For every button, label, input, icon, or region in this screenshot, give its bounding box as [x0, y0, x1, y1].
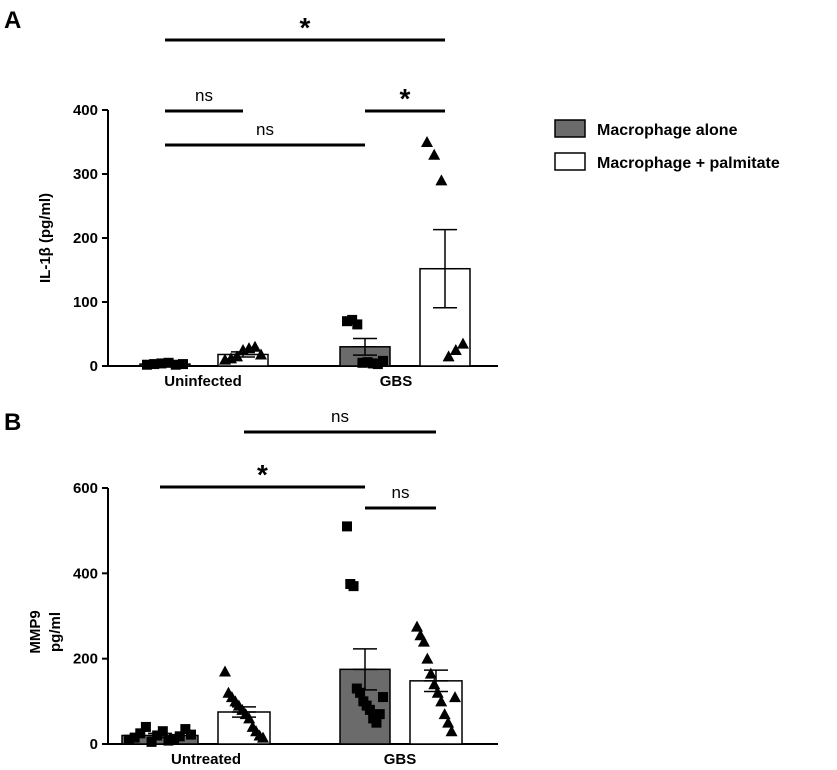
- data-point-square: [347, 314, 358, 325]
- data-point-square: [357, 357, 368, 368]
- data-point-square: [342, 316, 352, 327]
- category-label: GBS: [380, 373, 413, 390]
- category-label: Uninfected: [164, 373, 242, 390]
- data-point-triangle: [438, 708, 451, 720]
- data-point-square: [352, 319, 363, 330]
- data-point-triangle: [249, 340, 261, 352]
- data-point-triangle: [231, 350, 243, 362]
- data-point-triangle: [442, 716, 455, 728]
- data-point-triangle: [255, 348, 267, 360]
- panel-b-chart: 0 200 400 600 MMP9 pg/ml Untreated GBS ns * ns: [27, 407, 498, 768]
- category-label: GBS: [384, 751, 417, 768]
- data-point-square: [163, 735, 174, 746]
- data-point-square: [156, 358, 167, 369]
- data-point-square: [378, 692, 388, 703]
- y-tick-label: 400: [73, 102, 98, 119]
- data-point-square: [374, 709, 385, 720]
- data-point-square: [342, 521, 352, 532]
- panel-letter-a: A: [4, 7, 21, 34]
- data-point-triangle: [243, 712, 256, 724]
- data-point-triangle: [431, 686, 444, 698]
- data-point-square: [367, 358, 378, 369]
- y-tick-label: 600: [73, 480, 98, 497]
- legend-swatch-macrophage-alone: [554, 119, 586, 138]
- significance-label: *: [300, 12, 311, 43]
- data-point-square: [135, 728, 146, 739]
- y-tick-label: 400: [73, 565, 98, 582]
- y-tick-label: 200: [73, 651, 98, 668]
- y-tick-label: 0: [90, 736, 98, 753]
- legend-swatch-macrophage-palmitate: [554, 152, 586, 171]
- data-point-square: [140, 721, 151, 732]
- panel-letter-b: B: [4, 409, 21, 436]
- panel-a-chart: 0 100 200 300 400 IL-1β (pg/ml) Uninfected GBS *…: [37, 12, 498, 390]
- significance-label: ns: [256, 120, 274, 139]
- data-point-triangle: [435, 695, 448, 707]
- data-point-square: [362, 357, 373, 368]
- data-point-square: [348, 581, 359, 592]
- data-point-square: [174, 731, 185, 742]
- data-point-square: [149, 359, 160, 370]
- significance-label: *: [400, 83, 411, 114]
- data-point-triangle: [435, 174, 448, 186]
- data-point-square: [124, 734, 134, 745]
- y-tick-label: 100: [73, 294, 98, 311]
- data-point-triangle: [421, 652, 434, 664]
- data-point-square: [180, 724, 191, 735]
- category-label: Untreated: [171, 751, 241, 768]
- y-tick-label: 200: [73, 230, 98, 247]
- y-tick-label: 300: [73, 166, 98, 183]
- data-point-triangle: [457, 337, 469, 349]
- data-point-triangle: [428, 678, 441, 690]
- significance-label: ns: [331, 407, 349, 426]
- legend-label-macrophage-alone: Macrophage alone: [597, 122, 738, 139]
- data-point-square: [142, 359, 152, 370]
- significance-label: ns: [195, 86, 213, 105]
- data-point-triangle: [219, 665, 231, 677]
- significance-label: ns: [392, 483, 410, 502]
- data-point-triangle: [257, 731, 269, 743]
- data-point-square: [129, 732, 140, 743]
- data-point-triangle: [421, 136, 433, 147]
- data-point-square: [378, 355, 388, 366]
- data-point-triangle: [449, 344, 462, 355]
- data-point-square: [157, 726, 168, 737]
- data-point-square: [186, 729, 196, 740]
- data-point-square: [163, 357, 174, 368]
- data-point-square: [355, 687, 366, 698]
- data-point-triangle: [445, 725, 458, 737]
- data-point-square: [169, 733, 180, 744]
- data-point-triangle: [424, 667, 437, 679]
- data-point-triangle: [428, 148, 441, 160]
- data-point-triangle: [411, 620, 423, 632]
- data-point-triangle: [449, 691, 461, 703]
- y-axis-label: MMP9 pg/ml: [27, 610, 64, 653]
- data-point-square: [146, 736, 157, 747]
- legend-label-macrophage-palmitate: Macrophage + palmitate: [597, 155, 780, 172]
- data-point-square: [170, 359, 181, 370]
- data-point-square: [372, 359, 383, 370]
- y-axis-label: IL-1β (pg/ml): [37, 193, 54, 283]
- significance-label: *: [257, 459, 268, 490]
- data-point-square: [152, 730, 163, 741]
- data-point-square: [178, 359, 188, 370]
- data-point-square: [371, 717, 382, 728]
- data-point-triangle: [442, 350, 455, 362]
- y-tick-label: 0: [90, 358, 98, 375]
- data-point-triangle: [417, 635, 430, 647]
- data-point-square: [364, 704, 375, 715]
- legend: Macrophage alone Macrophage + palmitate: [554, 119, 780, 172]
